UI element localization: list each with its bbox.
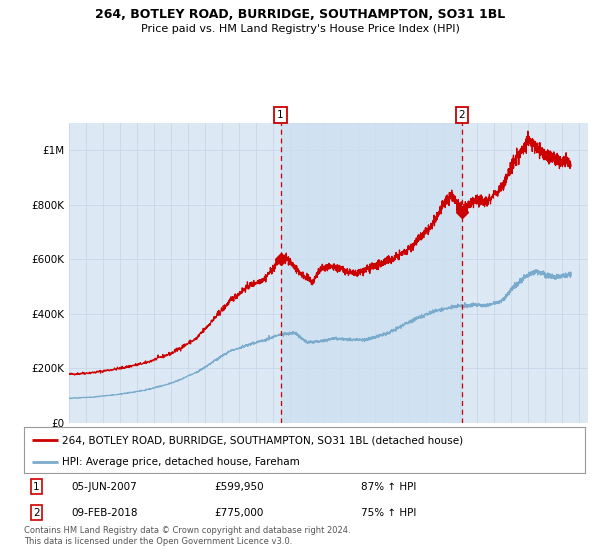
Text: £599,950: £599,950 [215, 482, 265, 492]
Text: Contains HM Land Registry data © Crown copyright and database right 2024.
This d: Contains HM Land Registry data © Crown c… [24, 526, 350, 546]
Text: 09-FEB-2018: 09-FEB-2018 [71, 508, 138, 518]
Text: 1: 1 [277, 110, 284, 120]
Text: 75% ↑ HPI: 75% ↑ HPI [361, 508, 416, 518]
Text: 2: 2 [33, 508, 40, 518]
Text: 264, BOTLEY ROAD, BURRIDGE, SOUTHAMPTON, SO31 1BL (detached house): 264, BOTLEY ROAD, BURRIDGE, SOUTHAMPTON,… [62, 435, 463, 445]
Text: 264, BOTLEY ROAD, BURRIDGE, SOUTHAMPTON, SO31 1BL: 264, BOTLEY ROAD, BURRIDGE, SOUTHAMPTON,… [95, 8, 505, 21]
Bar [281, 123, 462, 423]
Text: Price paid vs. HM Land Registry's House Price Index (HPI): Price paid vs. HM Land Registry's House … [140, 24, 460, 34]
Text: HPI: Average price, detached house, Fareham: HPI: Average price, detached house, Fare… [62, 457, 300, 466]
Text: £775,000: £775,000 [215, 508, 264, 518]
Text: 87% ↑ HPI: 87% ↑ HPI [361, 482, 416, 492]
Text: 1: 1 [33, 482, 40, 492]
Text: 2: 2 [458, 110, 465, 120]
Text: 05-JUN-2007: 05-JUN-2007 [71, 482, 137, 492]
